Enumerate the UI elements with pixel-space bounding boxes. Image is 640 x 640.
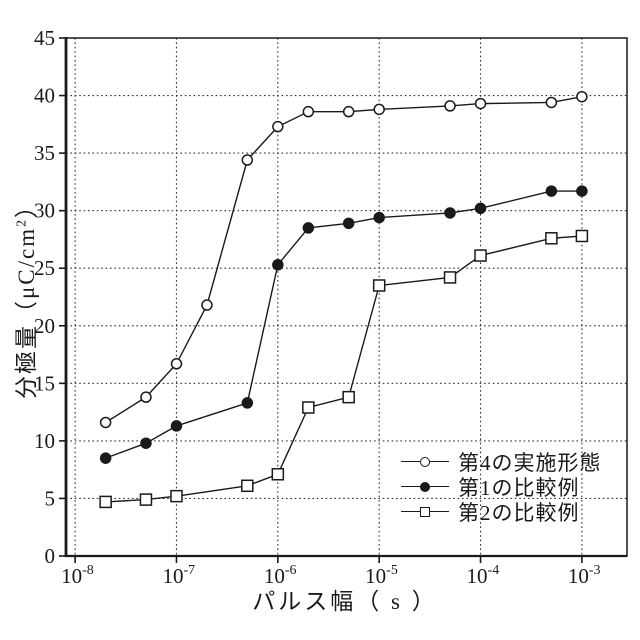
- y-axis-title-superscript: 2: [13, 217, 29, 227]
- series-1-marker: [99, 452, 112, 464]
- x-tick-label: 10-7: [162, 563, 195, 588]
- x-tick-label: 10-6: [264, 563, 297, 588]
- series-2-marker: [302, 401, 315, 414]
- open-square-marker-icon: [401, 505, 449, 518]
- y-tick-label: 45: [34, 26, 55, 50]
- y-tick-label: 40: [34, 84, 55, 108]
- series-0-marker: [201, 299, 213, 311]
- series-1-marker: [241, 397, 254, 409]
- series-2-marker: [241, 479, 254, 493]
- series-1-marker: [474, 202, 487, 215]
- series-1-marker: [170, 420, 183, 432]
- y-tick-label: 30: [34, 199, 55, 223]
- series-1-marker: [140, 437, 152, 449]
- series-0-line: [105, 96, 583, 424]
- series-2-marker: [474, 249, 487, 262]
- filled-circle-marker-icon: [401, 480, 449, 493]
- y-tick-label: 5: [45, 486, 56, 510]
- series-0-marker: [545, 96, 558, 109]
- legend: 第4の実施形態 第1の比較例 第2の比較例: [401, 449, 602, 525]
- series-0-marker: [444, 100, 456, 112]
- series-2-marker: [443, 271, 457, 284]
- legend-label: 第4の実施形態: [458, 450, 602, 475]
- legend-item: 第4の実施形態: [401, 449, 602, 475]
- series-2-marker: [271, 468, 285, 481]
- series-0-marker: [241, 154, 254, 166]
- series-0-marker: [170, 358, 183, 370]
- y-axis-title: 分極量（μC/cm2）: [7, 136, 39, 456]
- legend-item: 第2の比較例: [401, 499, 602, 525]
- series-1-marker: [302, 222, 315, 234]
- y-axis-title-close: ）: [14, 192, 39, 218]
- series-2-marker: [545, 232, 558, 245]
- y-tick-label: 20: [34, 314, 55, 338]
- y-tick-label: 0: [45, 544, 56, 568]
- x-tick-label: 10-5: [365, 563, 398, 588]
- series-0-marker: [140, 391, 152, 403]
- y-axis-title-text: 分極量（μC/cm: [14, 226, 39, 400]
- y-tick-label: 10: [34, 429, 55, 453]
- series-0-marker: [272, 120, 284, 133]
- series-1-marker: [576, 185, 588, 197]
- series-1-marker: [545, 185, 558, 197]
- x-tick-label: 10-8: [61, 563, 94, 588]
- x-tick-label: 10-4: [467, 563, 500, 588]
- series-0-marker: [342, 105, 355, 118]
- series-2-marker: [99, 495, 112, 509]
- series-2-marker: [342, 390, 355, 404]
- series-0-marker: [302, 105, 315, 118]
- series-1-marker: [272, 259, 284, 271]
- open-circle-marker-icon: [401, 455, 449, 468]
- series-2-marker: [372, 279, 386, 292]
- series-0-marker: [576, 90, 588, 103]
- series-1-line: [105, 190, 582, 459]
- x-tick-label: 10-3: [568, 563, 601, 588]
- y-tick-label: 15: [34, 371, 55, 395]
- series-1-marker: [342, 217, 355, 230]
- series-1-marker: [444, 207, 456, 219]
- x-axis-title: パルス幅（ s ）: [252, 589, 438, 614]
- legend-label: 第1の比較例: [458, 475, 580, 500]
- series-2-marker: [170, 489, 183, 503]
- series-0-marker: [373, 103, 385, 116]
- y-tick-label: 35: [34, 141, 55, 165]
- y-tick-label: 25: [34, 256, 55, 280]
- series-1-marker: [373, 211, 385, 224]
- legend-item: 第1の比較例: [401, 474, 602, 500]
- series-2-marker: [139, 493, 153, 506]
- series-0-marker: [474, 97, 487, 110]
- series-0-marker: [99, 416, 112, 429]
- legend-label: 第2の比較例: [458, 500, 580, 525]
- series-2-marker: [575, 229, 589, 243]
